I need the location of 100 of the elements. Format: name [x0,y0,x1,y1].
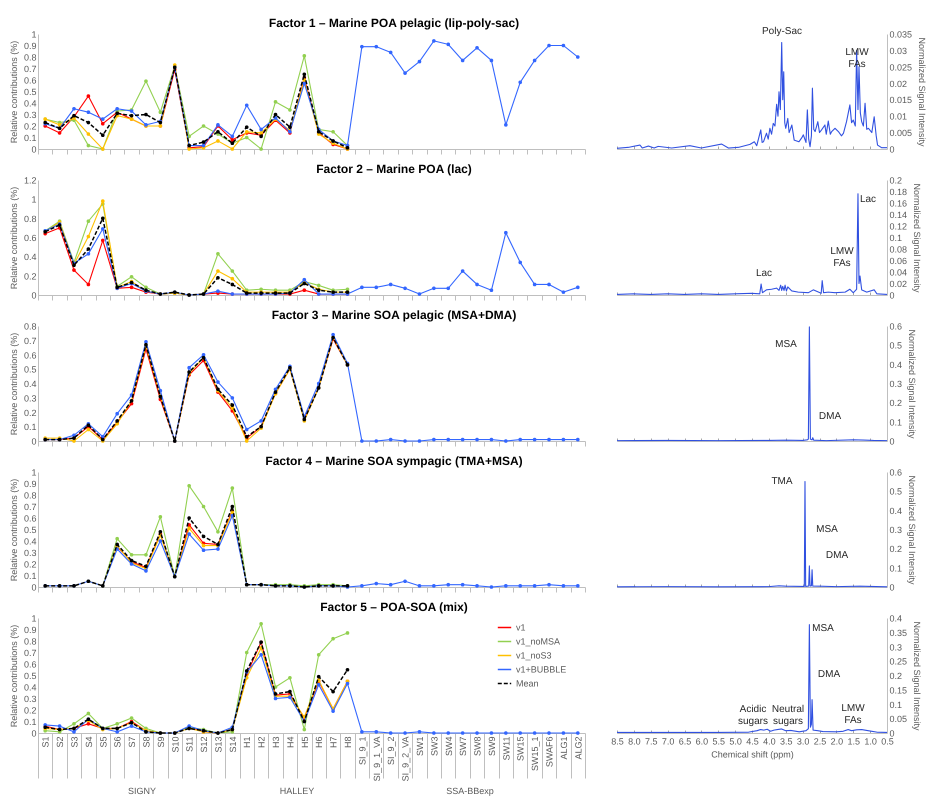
x-tick-label: 5.5 [712,736,726,746]
y-tick-label: 0.4 [890,360,902,370]
y-tick-label: 0.02 [890,78,908,89]
legend-label: v1_noS3 [516,650,552,660]
y-tick-label: 0.5 [24,525,36,535]
y-tick-label: 0.8 [24,322,36,332]
x-tick-label: SW9 [486,736,497,756]
y-tick-label: 0 [31,582,36,592]
y-tick-label: 0.2 [890,671,902,681]
x-tick-label: S14 [228,736,238,753]
y-tick-label: 0.035 [890,30,912,40]
y-tick-label: 0.7 [24,336,36,346]
y-tick-label: 0.2 [890,176,902,186]
legend-label: v1+BUBBLE [516,664,566,674]
y-tick-label: 0.5 [890,340,902,351]
y-tick-label: 0.025 [890,62,912,72]
y-axis-title: Relative contributions (%) [8,186,19,290]
annotation: Poly-Sac [762,26,802,37]
x-tick-label: 7.0 [662,736,674,746]
x-tick-label: H1 [242,736,252,748]
y-axis-title: Relative contributions (%) [8,332,19,436]
x-tick-label: S1 [40,736,51,748]
y-axis-title: Relative contributions (%) [8,478,19,582]
x-tick-label: SI_9_2_VA [400,736,411,782]
y-tick-label: 0.1 [24,717,36,727]
y-tick-label: 0.18 [890,187,908,197]
y-tick-label: 0 [890,728,895,738]
x-tick-label: SW1 [414,736,425,756]
y-tick-label: 0.5 [24,364,36,375]
x-tick-label: H6 [314,736,324,748]
y-tick-label: 0.15 [890,685,908,696]
x-tick-label: H5 [300,736,310,748]
y-tick-label: 0.6 [24,514,36,524]
y-axis-title: Normalized Signal Intensity [912,183,922,294]
y-tick-label: 0.25 [890,656,908,667]
y-tick-label: 0 [890,290,895,300]
x-tick-label: SI_9_1_VA [372,736,382,782]
x-tick-label: 6.0 [696,736,708,746]
y-tick-label: 0.3 [24,548,36,558]
legend-label: v1 [516,622,526,632]
x-tick-label: S2 [55,736,66,748]
y-tick-label: 0.1 [890,563,902,574]
y-axis-title: Normalized Signal Intensity [917,37,928,148]
y-tick-label: 0.4 [24,98,36,108]
x-tick-label: S12 [199,736,210,753]
y-tick-label: 0.6 [24,76,36,86]
y-tick-label: 0.4 [890,506,902,516]
x-tick-label: 2.0 [830,736,844,746]
x-tick-label: S9 [156,736,166,748]
text: SIGNY [128,786,156,796]
x-tick-label: H3 [271,736,282,748]
y-tick-label: 0.06 [890,256,908,266]
y-tick-label: 0.05 [890,714,908,724]
x-tick-label: S4 [84,736,94,748]
x-tick-label: S13 [213,736,224,753]
annotation: Lac [756,268,772,279]
y-tick-label: 0.04 [890,268,908,278]
y-tick-label: 0.9 [24,41,36,51]
y-tick-label: 0 [890,144,895,154]
y-tick-label: 0.5 [24,671,36,681]
x-tick-label: 2.5 [814,736,826,746]
y-tick-label: 0.4 [890,614,902,624]
x-tick-label: SW8 [472,736,483,756]
x-tick-label: H7 [328,736,339,748]
x-tick-label: 5.0 [729,736,742,746]
annotation: DMA [826,550,848,561]
y-tick-label: 1 [31,614,36,624]
y-tick-label: 0.3 [890,525,902,535]
y-tick-label: 0.3 [24,110,36,120]
y-tick-label: 0.6 [24,233,36,243]
y-tick-label: 0.7 [24,502,36,512]
text: SSA-BBexp [446,786,494,796]
y-tick-label: 0.3 [24,694,36,704]
x-tick-label: S3 [69,736,80,748]
y-tick-label: 0.7 [24,64,36,74]
x-tick-label: SI_9_1 [357,736,368,766]
y-tick-label: 0.8 [24,214,36,224]
y-tick-label: 0.14 [890,210,908,220]
y-axis-title: Normalized Signal Intensity [912,621,922,732]
annotation: MSA [775,339,798,350]
y-tick-label: 0.1 [890,233,902,243]
x-tick-label: SWAF6 [544,736,555,768]
annotation: Acidic sugars [738,704,768,727]
y-tick-label: 0 [31,290,36,300]
legend-label: Mean [516,678,539,688]
x-tick-label: SW15 [516,736,526,762]
annotation: LMW FAs [830,246,854,269]
y-tick-label: 0.3 [890,379,902,389]
y-tick-label: 0.6 [890,322,902,332]
annotation: LMW FAs [841,703,866,726]
y-tick-label: 0.3 [24,393,36,404]
x-tick-label: 8.0 [628,736,641,746]
y-tick-label: 0.4 [24,682,36,692]
y-tick-label: 0.4 [24,536,36,546]
y-tick-label: 0.2 [24,122,36,132]
y-tick-label: 1.2 [24,176,36,186]
y-axis-title: Normalized Signal Intensity [907,475,918,586]
x-tick-label: 1.5 [847,736,860,746]
x-tick-label: S8 [141,736,152,748]
y-tick-label: 0.16 [890,198,908,208]
